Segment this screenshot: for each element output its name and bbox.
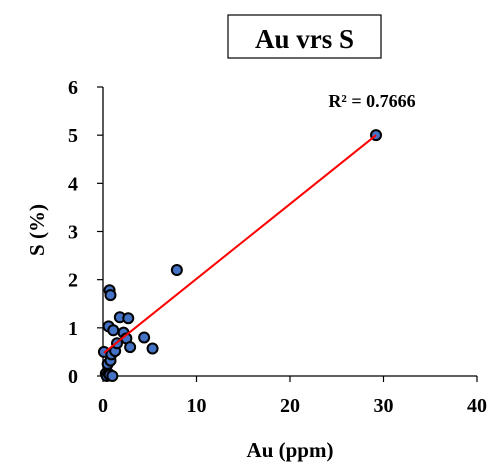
x-tick-label: 20 [280, 395, 300, 417]
data-point [104, 289, 117, 302]
data-point [106, 370, 119, 382]
trendline [103, 134, 377, 354]
y-tick-label: 4 [68, 173, 78, 195]
y-tick-label: 0 [68, 366, 78, 388]
y-tick-label: 5 [68, 125, 78, 147]
data-point [146, 342, 159, 355]
data-point [124, 341, 137, 354]
y-tick-label: 2 [68, 270, 78, 292]
data-point [170, 264, 183, 277]
x-axis-label: Au (ppm) [247, 438, 334, 462]
chart-title: Au vrs S [255, 24, 354, 54]
title-box [227, 14, 382, 59]
data-point [138, 331, 151, 344]
x-tick-label: 0 [98, 395, 108, 417]
y-tick-label: 6 [68, 77, 78, 99]
data-point [107, 324, 120, 337]
x-tick-label: 30 [374, 395, 394, 417]
plot-area: 0 10 20 30 40 0 1 2 3 4 5 6 [68, 77, 487, 417]
x-tick-label: 40 [467, 395, 487, 417]
y-tick-label: 1 [68, 318, 78, 340]
y-axis-label: S (%) [25, 204, 49, 256]
y-tick-label: 3 [68, 222, 78, 244]
r-squared-annotation: R² = 0.7666 [328, 91, 415, 111]
x-tick-label: 10 [187, 395, 207, 417]
data-point [122, 312, 135, 325]
